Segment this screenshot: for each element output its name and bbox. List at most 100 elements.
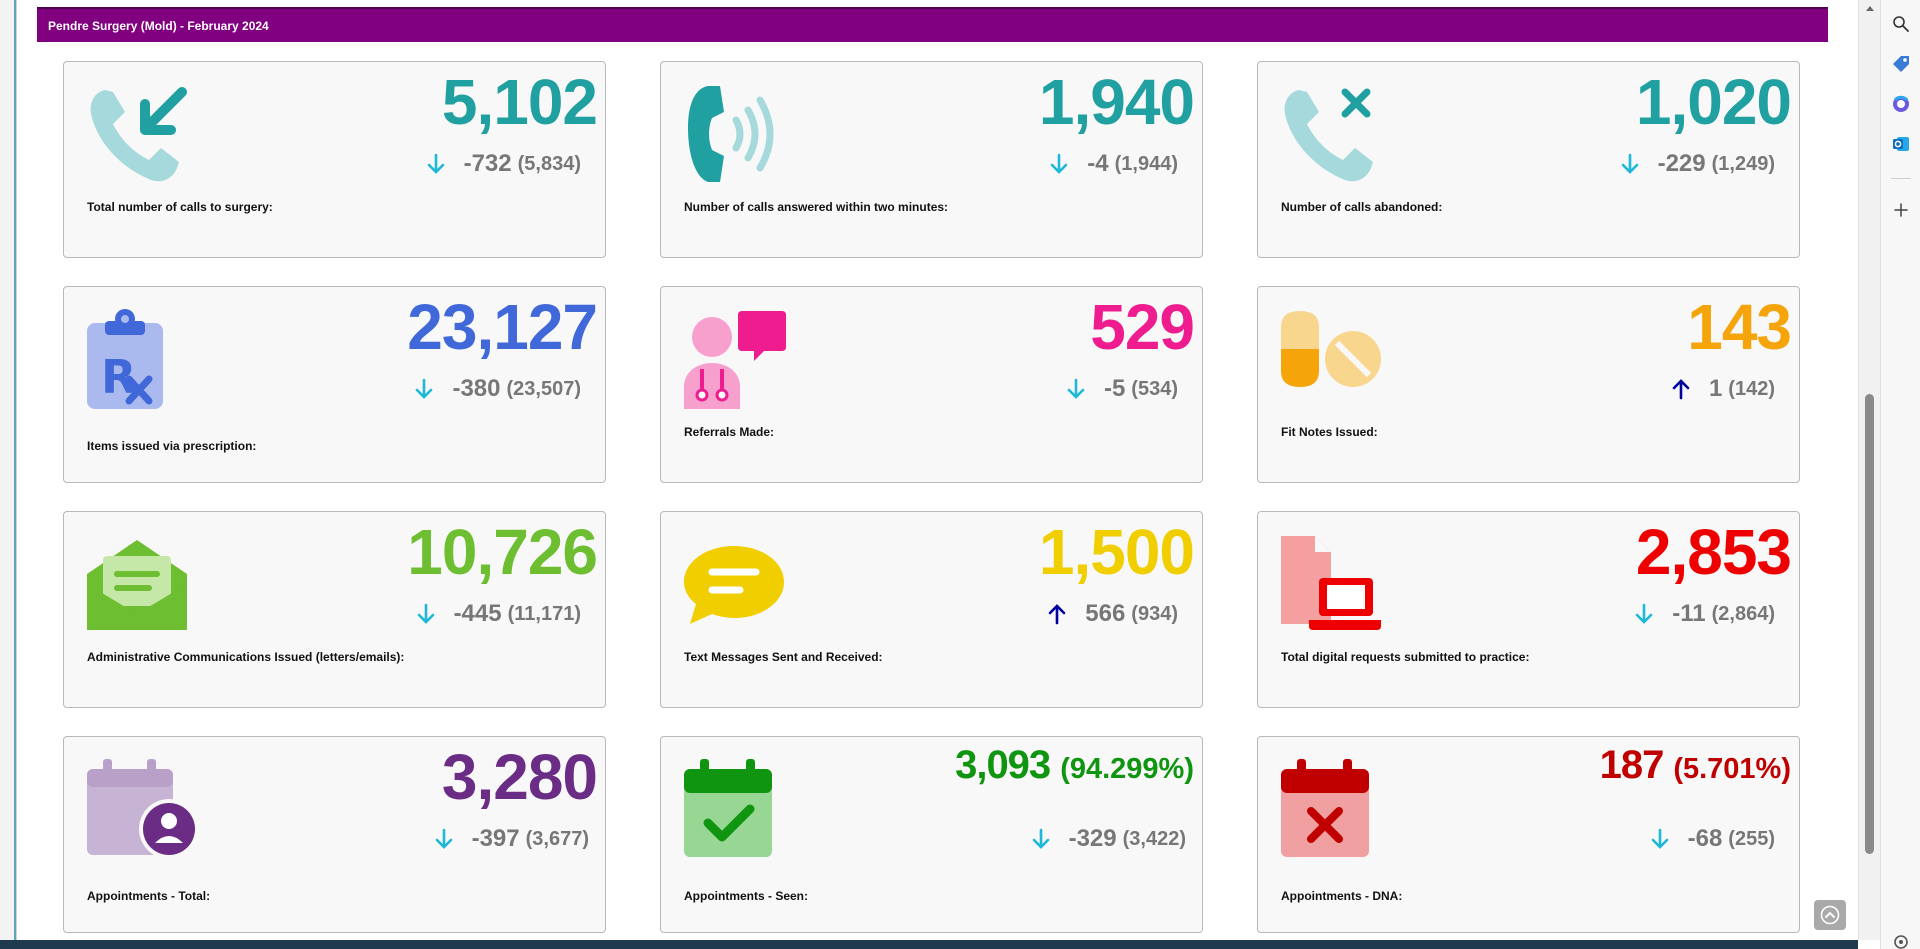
arrow-up-icon (1048, 604, 1066, 625)
calendar-person-icon (82, 759, 199, 859)
card-label: Number of calls abandoned: (1281, 200, 1443, 214)
arrow-down-icon (1067, 378, 1085, 399)
card-delta: 1 (1708, 375, 1723, 402)
search-icon[interactable] (1889, 12, 1913, 36)
card-prescription-items: R 23,127 -380 (23,507) Items issued via … (63, 286, 606, 483)
card-admin-communications: 10,726 -445 (11,171) Administrative Comm… (63, 511, 606, 708)
card-calls-abandoned: 1,020 -229 (1,249) Number of calls aband… (1257, 61, 1800, 258)
settings-icon[interactable] (1889, 934, 1913, 949)
card-previous: (2,864) (1711, 602, 1775, 625)
arrow-down-icon (435, 828, 452, 849)
card-appointments-dna: 187 (5.701%) -68 (255) Appointments - DN… (1257, 736, 1800, 933)
card-label: Items issued via prescription: (87, 439, 257, 453)
calendar-cross-icon (1276, 759, 1386, 859)
arrow-down-icon (1050, 153, 1068, 174)
card-previous: (255) (1728, 827, 1775, 850)
tag-icon[interactable] (1889, 52, 1913, 76)
card-total-calls: 5,102 -732 (5,834) Total number of calls… (63, 61, 606, 258)
card-previous: (5,834) (517, 152, 581, 175)
card-value: 10,726 (407, 516, 598, 588)
scroll-to-top-button[interactable] (1814, 900, 1846, 930)
bottom-strip (0, 940, 1858, 949)
card-label: Appointments - DNA: (1281, 889, 1403, 903)
card-label: Appointments - Total: (87, 889, 211, 903)
card-label: Text Messages Sent and Received: (684, 650, 883, 664)
doctor-chat-icon (679, 309, 789, 409)
pills-icon (1276, 309, 1386, 409)
scroll-up-arrow-icon[interactable] (1866, 6, 1874, 11)
card-value: 187 (1599, 743, 1665, 787)
prescription-icon: R (82, 309, 192, 409)
card-appointments-total: 3,280 -397 (3,677) Appointments - Total: (63, 736, 606, 933)
card-value: 3,280 (441, 741, 598, 813)
dashboard-title: Pendre Surgery (Mold) - February 2024 (48, 19, 269, 33)
card-fit-notes: 143 1 (142) Fit Notes Issued: (1257, 286, 1800, 483)
card-previous: (142) (1728, 377, 1775, 400)
copilot-icon[interactable] (1889, 92, 1913, 116)
open-envelope-icon (82, 534, 192, 634)
arrow-down-icon (1032, 828, 1049, 849)
card-label: Total digital requests submitted to prac… (1281, 650, 1530, 664)
card-previous: (1,944) (1114, 152, 1178, 175)
add-icon[interactable] (1889, 198, 1913, 222)
card-delta: -329 (1068, 825, 1117, 852)
phone-missed-icon (1276, 84, 1386, 184)
card-delta: -4 (1087, 150, 1109, 177)
browser-side-panel (1880, 0, 1920, 949)
arrow-down-icon (417, 603, 434, 624)
side-panel-divider (1891, 178, 1911, 179)
card-value: 3,093 (955, 743, 1051, 787)
document-laptop-icon (1276, 534, 1386, 634)
card-previous: (934) (1131, 602, 1178, 625)
outlook-icon[interactable] (1889, 132, 1913, 156)
phone-incoming-icon (82, 84, 192, 184)
chevron-up-icon (1820, 905, 1840, 925)
card-previous: (23,507) (506, 377, 582, 400)
card-value: 5,102 (441, 66, 598, 138)
card-label: Total number of calls to surgery: (87, 200, 273, 214)
arrow-down-icon (1635, 603, 1653, 624)
card-delta: 566 (1085, 600, 1126, 627)
card-previous: (3,422) (1122, 827, 1186, 850)
dashboard-header: Pendre Surgery (Mold) - February 2024 (37, 7, 1828, 42)
card-label: Fit Notes Issued: (1281, 425, 1378, 439)
arrow-down-icon (1621, 153, 1638, 174)
card-label: Referrals Made: (684, 425, 775, 439)
card-value: 1,500 (1038, 516, 1195, 588)
card-delta: -68 (1687, 825, 1723, 852)
card-appointments-seen: 3,093 (94.299%) -329 (3,422) Appointment… (660, 736, 1203, 933)
card-label: Number of calls answered within two minu… (684, 200, 949, 214)
speech-bubble-icon (679, 534, 789, 634)
page-scrollbar[interactable] (1858, 0, 1881, 940)
card-previous: (11,171) (507, 602, 581, 625)
left-frame-border (0, 0, 17, 940)
card-calls-answered: 1,940 -4 (1,944) Number of calls answere… (660, 61, 1203, 258)
card-delta: -229 (1657, 150, 1706, 177)
card-delta: -732 (463, 150, 512, 177)
arrow-down-icon (416, 378, 433, 399)
card-text-messages: 1,500 566 (934) Text Messages Sent and R… (660, 511, 1203, 708)
card-previous: (534) (1131, 377, 1178, 400)
phone-ringing-icon (679, 84, 789, 184)
calendar-check-icon (679, 759, 789, 859)
card-digital-requests: 2,853 -11 (2,864) Total digital requests… (1257, 511, 1800, 708)
card-delta: -5 (1103, 375, 1126, 402)
scrollbar-thumb[interactable] (1865, 394, 1874, 854)
card-delta: -445 (453, 600, 502, 627)
card-percent: (5.701%) (1673, 753, 1791, 785)
arrow-down-icon (427, 153, 444, 174)
card-delta: -397 (471, 825, 520, 852)
card-value: 529 (1090, 291, 1195, 363)
card-delta: -11 (1672, 600, 1706, 627)
card-previous: (1,249) (1711, 152, 1775, 175)
card-value: 143 (1687, 291, 1792, 363)
card-percent: (94.299%) (1060, 753, 1194, 785)
card-label: Appointments - Seen: (684, 889, 809, 903)
card-label: Administrative Communications Issued (le… (87, 650, 405, 664)
card-delta: -380 (452, 375, 501, 402)
arrow-down-icon (1651, 828, 1668, 849)
arrow-up-icon (1672, 379, 1690, 400)
card-referrals: 529 -5 (534) Referrals Made: (660, 286, 1203, 483)
card-previous: (3,677) (525, 827, 589, 850)
card-value: 23,127 (407, 291, 598, 363)
